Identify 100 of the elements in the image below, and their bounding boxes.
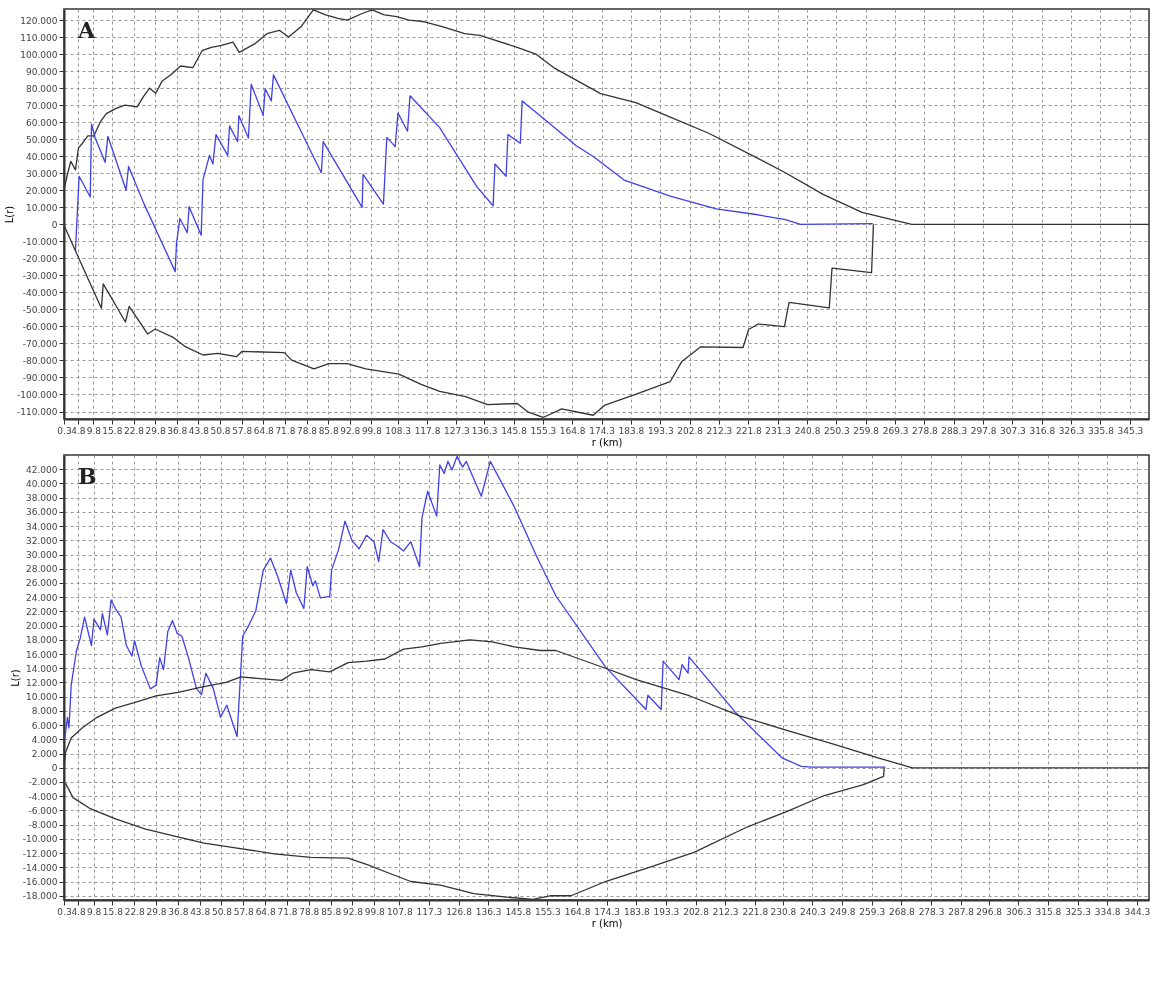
- x-tick-label: 127.3: [443, 425, 470, 436]
- x-tick-label: 92.8: [342, 906, 364, 917]
- x-tick-label: 230.8: [770, 906, 797, 917]
- y-tick-label: 0: [51, 763, 58, 774]
- y-tick-label: 22.000: [26, 606, 58, 617]
- annotation: A: [77, 17, 96, 43]
- y-tick-label: 28.000: [26, 564, 58, 575]
- x-tick-label: 4.8: [71, 425, 86, 436]
- x-tick-label: 99.8: [364, 906, 386, 917]
- y-tick-label: 10.000: [26, 692, 58, 703]
- x-tick-label: 64.8: [253, 425, 275, 436]
- x-tick-label: 15.8: [102, 906, 124, 917]
- y-tick-label: 16.000: [26, 649, 58, 660]
- x-tick-label: 240.3: [800, 906, 826, 917]
- x-tick-label: 202.8: [677, 425, 704, 436]
- y-axis-title: L(r): [9, 669, 21, 687]
- x-tick-label: 136.3: [471, 425, 498, 436]
- x-tick-label: 78.8: [299, 906, 320, 917]
- x-tick-label: 296.8: [976, 906, 1003, 917]
- x-tick-label: 78.8: [297, 425, 318, 436]
- x-tick-label: 22.8: [123, 425, 145, 436]
- y-tick-label: 2.000: [31, 749, 58, 760]
- x-tick-label: 345.3: [1117, 425, 1144, 436]
- y-tick-label: 90.000: [26, 66, 58, 77]
- y-tick-label: 24.000: [26, 592, 58, 603]
- x-tick-label: 212.3: [712, 906, 739, 917]
- y-tick-label: -80.000: [22, 355, 58, 366]
- x-tick-label: 344.3: [1124, 906, 1151, 917]
- x-tick-label: 15.8: [102, 425, 123, 436]
- y-tick-label: 40.000: [26, 151, 58, 162]
- y-axis-title: L(r): [4, 205, 16, 224]
- y-tick-label: 70.000: [26, 100, 58, 111]
- x-tick-label: 202.8: [683, 906, 710, 917]
- y-tick-label: 14.000: [26, 663, 58, 674]
- y-tick-label: -8.000: [28, 820, 58, 831]
- x-tick-label: 259.8: [853, 425, 880, 436]
- x-tick-label: 335.8: [1088, 425, 1115, 436]
- y-tick-label: 36.000: [26, 507, 58, 518]
- x-tick-label: 326.3: [1058, 425, 1085, 436]
- y-tick-label: -12.000: [22, 848, 58, 859]
- x-tick-label: 92.8: [340, 425, 361, 436]
- x-tick-label: 221.8: [735, 425, 762, 436]
- x-axis-title: r (km): [591, 917, 623, 929]
- x-tick-label: 221.8: [742, 906, 769, 917]
- x-tick-label: 107.8: [386, 906, 413, 917]
- x-tick-label: 193.3: [647, 425, 674, 436]
- x-tick-label: 183.8: [618, 425, 645, 436]
- x-tick-label: 0.3: [57, 906, 72, 917]
- y-tick-label: -70.000: [22, 338, 58, 349]
- x-tick-label: 43.8: [190, 906, 211, 917]
- x-tick-label: 306.3: [1005, 906, 1032, 917]
- x-tick-label: 212.3: [706, 425, 733, 436]
- x-tick-label: 231.3: [765, 425, 792, 436]
- y-tick-label: 20.000: [26, 185, 58, 196]
- x-tick-label: 0.3: [57, 425, 72, 436]
- x-tick-label: 117.8: [414, 425, 441, 436]
- y-tick-label: -16.000: [22, 877, 58, 888]
- x-tick-label: 64.8: [255, 906, 276, 917]
- y-tick-label: 20.000: [26, 621, 58, 632]
- y-tick-label: 50.000: [26, 134, 58, 145]
- x-tick-label: 71.8: [277, 906, 298, 917]
- x-tick-label: 183.8: [623, 906, 650, 917]
- x-tick-label: 99.8: [361, 425, 383, 436]
- x-tick-label: 278.3: [918, 906, 945, 917]
- x-tick-label: 4.8: [71, 906, 86, 917]
- y-tick-label: 12.000: [26, 677, 58, 688]
- x-tick-label: 145.8: [505, 906, 532, 917]
- x-tick-label: 250.3: [823, 425, 850, 436]
- y-tick-label: 34.000: [26, 521, 58, 532]
- y-tick-label: -60.000: [22, 321, 58, 332]
- x-tick-label: 136.3: [475, 906, 502, 917]
- y-tick-label: -30.000: [22, 270, 58, 281]
- x-tick-label: 288.3: [941, 425, 968, 436]
- x-tick-label: 164.8: [559, 425, 586, 436]
- x-tick-label: 29.8: [145, 425, 166, 436]
- y-tick-label: 8.000: [31, 706, 58, 717]
- x-tick-label: 126.8: [446, 906, 473, 917]
- y-tick-label: 32.000: [26, 535, 58, 546]
- y-tick-label: 30.000: [26, 550, 58, 561]
- y-tick-label: -90.000: [22, 372, 58, 383]
- x-tick-label: 57.8: [233, 906, 255, 917]
- y-tick-label: 100.000: [20, 49, 58, 60]
- x-tick-label: 9.8: [86, 906, 102, 917]
- x-tick-label: 249.8: [829, 906, 856, 917]
- x-tick-label: 259.3: [859, 906, 886, 917]
- y-tick-label: -110.000: [17, 407, 58, 418]
- x-tick-label: 50.8: [210, 425, 231, 436]
- x-tick-label: 315.8: [1035, 906, 1062, 917]
- y-tick-label: -2.000: [28, 777, 58, 788]
- x-tick-label: 9.8: [86, 425, 102, 436]
- y-tick-label: 80.000: [26, 83, 58, 94]
- y-tick-label: -20.000: [22, 253, 58, 264]
- x-tick-label: 85.8: [321, 906, 342, 917]
- y-tick-label: 60.000: [26, 117, 58, 128]
- x-tick-label: 269.3: [882, 425, 909, 436]
- x-tick-label: 278.8: [912, 425, 939, 436]
- y-tick-label: -10.000: [22, 236, 58, 247]
- x-tick-label: 174.3: [589, 425, 615, 436]
- y-tick-label: 30.000: [26, 168, 58, 179]
- x-tick-label: 316.8: [1029, 425, 1056, 436]
